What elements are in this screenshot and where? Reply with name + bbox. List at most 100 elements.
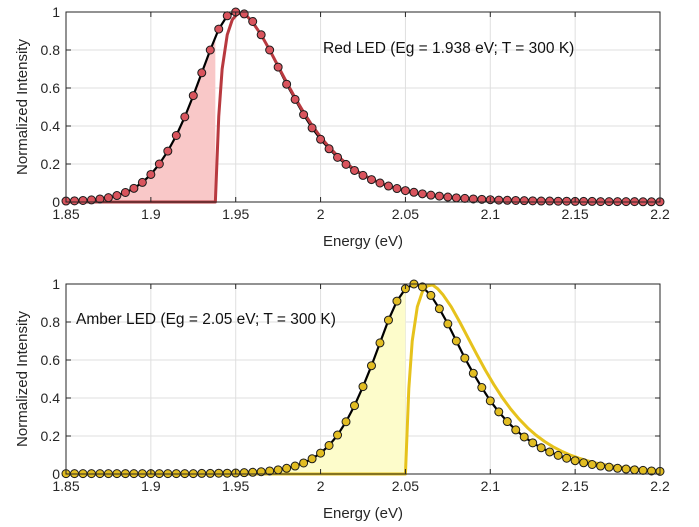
data-point [434, 304, 444, 314]
data-point [350, 165, 360, 175]
data-point [417, 189, 427, 199]
data-point [222, 468, 232, 478]
data-point [604, 462, 614, 472]
data-point [528, 438, 538, 448]
y-tick-label: 1 [52, 4, 60, 20]
data-point [553, 450, 563, 460]
x-axis-label: Energy (eV) [323, 505, 403, 522]
data-point [451, 193, 461, 203]
data-point [426, 290, 436, 300]
x-tick-labels: 1.85 1.9 1.95 2 2.05 2.1 2.15 2.2 [52, 206, 670, 222]
y-axis-label: Normalized Intensity [14, 39, 31, 175]
x-tick-label: 2.2 [650, 478, 670, 494]
x-tick-label: 1.9 [141, 206, 161, 222]
data-point [451, 336, 461, 346]
x-tick-label: 2.15 [561, 206, 588, 222]
red-led-chart: 1.85 1.9 1.95 2 2.05 2.1 2.15 2.2 0 0.2 … [14, 4, 670, 250]
data-point [375, 338, 385, 348]
data-point [180, 112, 190, 122]
data-point [316, 448, 326, 458]
data-point [375, 178, 385, 188]
data-point [282, 463, 292, 473]
data-point [426, 190, 436, 200]
y-axis-label: Normalized Intensity [14, 311, 31, 447]
plot-frame [65, 11, 661, 203]
data-point [146, 169, 156, 179]
data-point [120, 188, 130, 197]
amber-led-annotation: Amber LED (Eg = 2.05 eV; T = 300 K) [76, 311, 336, 328]
x-tick-label: 1.95 [222, 478, 249, 494]
data-point [197, 468, 207, 478]
plot-frame [65, 283, 661, 475]
data-point [307, 123, 317, 133]
data-point [324, 441, 334, 450]
data-point [316, 134, 326, 144]
data-point [587, 196, 597, 206]
data-point [545, 447, 555, 457]
data-point [69, 196, 79, 206]
data-point [358, 170, 368, 180]
data-point [638, 465, 648, 475]
y-tick-label: 0 [52, 466, 60, 482]
data-point [434, 191, 444, 201]
data-point [214, 468, 224, 478]
x-tick-label: 2.05 [392, 206, 419, 222]
x-tick-label: 2.05 [392, 478, 419, 494]
data-point [579, 458, 589, 468]
data-point [341, 417, 351, 427]
data-point [536, 443, 546, 453]
data-point [265, 466, 275, 476]
data-point [502, 417, 512, 427]
y-tick-label: 0.8 [41, 42, 61, 58]
data-point [154, 159, 164, 169]
data-point [171, 131, 181, 140]
tick-marks [65, 11, 661, 203]
data-point [562, 196, 572, 206]
x-tick-label: 1.9 [141, 478, 161, 494]
data-point [248, 17, 258, 26]
data-point [621, 464, 631, 474]
data-point [392, 184, 402, 194]
data-point [137, 177, 147, 187]
data-point [299, 458, 309, 468]
data-point [511, 195, 521, 205]
data-point [341, 159, 351, 169]
data-point [358, 382, 368, 392]
data-point [528, 196, 538, 206]
data-point [256, 467, 266, 477]
data-point [239, 9, 249, 19]
data-point [273, 465, 283, 475]
data-point [536, 196, 546, 206]
data-point [205, 468, 215, 478]
data-point [511, 425, 521, 435]
x-tick-label: 2 [317, 206, 325, 222]
measured-markers [61, 279, 665, 479]
y-tick-labels: 0 0.2 0.4 0.6 0.8 1 [41, 276, 61, 482]
data-point [392, 296, 402, 306]
data-point [570, 456, 580, 466]
data-point [579, 196, 589, 206]
data-point [485, 396, 495, 406]
data-point [350, 401, 360, 411]
data-point [205, 45, 215, 55]
data-point [494, 195, 504, 205]
data-point [460, 353, 470, 363]
data-point [197, 68, 207, 78]
red-led-annotation: Red LED (Eg = 1.938 eV; T = 300 K) [323, 40, 574, 57]
data-point [409, 187, 419, 197]
data-point [273, 62, 283, 72]
data-point [265, 45, 275, 55]
amber-led-chart: 1.85 1.9 1.95 2 2.05 2.1 2.15 2.2 0 0.2 … [14, 276, 670, 522]
data-point [78, 195, 88, 205]
x-tick-label: 2.15 [561, 478, 588, 494]
data-point [477, 383, 487, 393]
data-point [366, 361, 376, 371]
data-point [333, 152, 343, 162]
x-axis-label: Energy (eV) [323, 233, 403, 250]
data-point [519, 432, 529, 442]
data-point [383, 181, 393, 191]
data-point [613, 463, 623, 473]
data-point [494, 407, 504, 417]
x-tick-labels: 1.85 1.9 1.95 2 2.05 2.1 2.15 2.2 [52, 478, 670, 494]
